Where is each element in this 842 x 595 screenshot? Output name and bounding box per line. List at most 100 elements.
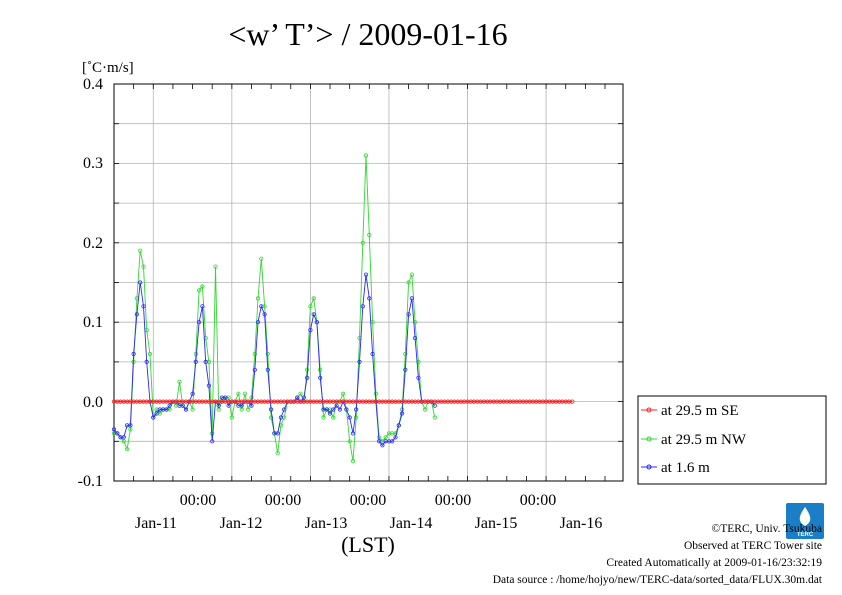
y-tick-label: 0.2: [83, 235, 103, 252]
data-point: [141, 304, 146, 309]
data-point: [246, 407, 251, 412]
data-point: [406, 280, 411, 285]
legend-label: at 1.6 m: [661, 460, 710, 476]
data-point: [226, 403, 231, 408]
data-point: [350, 458, 356, 464]
data-point: [141, 264, 146, 269]
data-point: [115, 431, 120, 436]
data-point: [363, 272, 369, 277]
data-point: [128, 427, 133, 432]
series-line: [113, 274, 436, 447]
data-point: [393, 431, 398, 436]
data-point: [147, 351, 153, 357]
legend-marker: [646, 407, 652, 413]
data-point: [180, 403, 185, 408]
data-point: [249, 403, 254, 408]
data-point: [403, 351, 408, 357]
data-point: [210, 439, 215, 444]
data-point: [412, 335, 418, 341]
data-point: [206, 383, 211, 388]
data-point: [268, 407, 274, 412]
data-point: [216, 407, 221, 412]
data-point: [259, 256, 264, 261]
copyright-text: ©TERC, Univ. Tsukuba: [712, 523, 822, 535]
x-time-label: 00:00: [180, 492, 216, 509]
data-point: [197, 320, 202, 325]
y-tick-label: 0.4: [83, 76, 103, 93]
created-text: Created Automatically at 2009-01-16/23:3…: [606, 557, 822, 569]
x-date-label: Jan-14: [390, 515, 433, 532]
series-line: [114, 155, 436, 462]
legend-item: at 1.6 m: [641, 460, 710, 476]
source-text: Data source : /home/hojyo/new/TERC-data/…: [493, 574, 823, 586]
data-point: [344, 407, 349, 412]
data-point: [183, 407, 189, 412]
data-point: [252, 367, 257, 372]
y-tick-label: 0.0: [83, 394, 103, 411]
data-point: [570, 399, 575, 404]
x-time-label: 00:00: [265, 492, 301, 509]
data-point: [327, 411, 333, 416]
data-point: [167, 403, 172, 408]
x-date-label: Jan-15: [475, 515, 518, 532]
series-1: [111, 153, 437, 464]
data-point: [331, 415, 336, 420]
data-point: [311, 312, 316, 317]
data-point: [262, 312, 267, 317]
terc-logo: TERC: [786, 503, 824, 539]
series-0: [111, 399, 575, 404]
data-point: [380, 443, 385, 448]
legend-label: at 29.5 m SE: [661, 403, 739, 419]
data-point: [370, 351, 375, 357]
data-point: [321, 415, 326, 420]
x-date-label: Jan-13: [305, 515, 348, 532]
data-point: [193, 351, 198, 357]
data-point: [367, 296, 372, 301]
data-point: [275, 431, 280, 436]
data-point: [350, 431, 356, 436]
data-point: [213, 264, 218, 269]
data-point: [203, 359, 208, 364]
data-point: [363, 153, 369, 158]
data-point: [295, 395, 300, 400]
data-point: [239, 403, 244, 408]
data-point: [308, 327, 313, 333]
data-point: [324, 407, 329, 412]
data-point: [308, 304, 313, 309]
legend: at 29.5 m SE at 29.5 m NW at 1.6 m: [637, 395, 827, 485]
data-point: [314, 320, 319, 325]
legend-box: [637, 395, 827, 485]
data-point: [134, 312, 139, 317]
plot-frame: [113, 83, 624, 482]
data-point: [236, 391, 241, 396]
y-tick-label: 0.3: [83, 155, 103, 172]
data-point: [390, 439, 395, 444]
x-axis: 00:00 00:00 00:00 00:00 00:00 Jan-11 Jan…: [135, 492, 602, 532]
data-point: [354, 415, 359, 420]
data-point: [298, 391, 303, 396]
data-point: [367, 232, 372, 237]
data-point: [252, 351, 257, 357]
data-point: [396, 423, 401, 428]
y-tick-label: 0.1: [83, 314, 103, 331]
data-point: [334, 403, 339, 408]
data-point: [347, 439, 352, 444]
data-point: [403, 367, 408, 372]
observed-text: Observed at TERC Tower site: [684, 540, 822, 552]
data-point: [131, 351, 136, 357]
data-point: [138, 248, 143, 253]
legend-marker: [646, 436, 652, 442]
data-point: [265, 367, 270, 372]
chart-title: <w’ T’> / 2009-01-16: [228, 16, 507, 52]
data-point: [409, 296, 414, 301]
data-point: [144, 359, 149, 364]
data-point: [255, 320, 261, 325]
data-point: [357, 359, 362, 364]
data-point: [229, 415, 234, 420]
x-date-label: Jan-11: [135, 515, 177, 532]
data-point: [111, 427, 117, 432]
data-point: [393, 435, 398, 440]
data-point: [406, 312, 411, 317]
x-time-label: 00:00: [435, 492, 471, 509]
